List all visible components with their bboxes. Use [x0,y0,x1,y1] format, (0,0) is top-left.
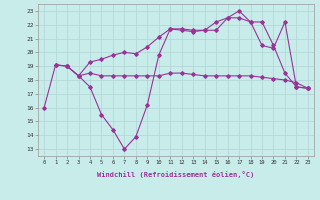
X-axis label: Windchill (Refroidissement éolien,°C): Windchill (Refroidissement éolien,°C) [97,171,255,178]
